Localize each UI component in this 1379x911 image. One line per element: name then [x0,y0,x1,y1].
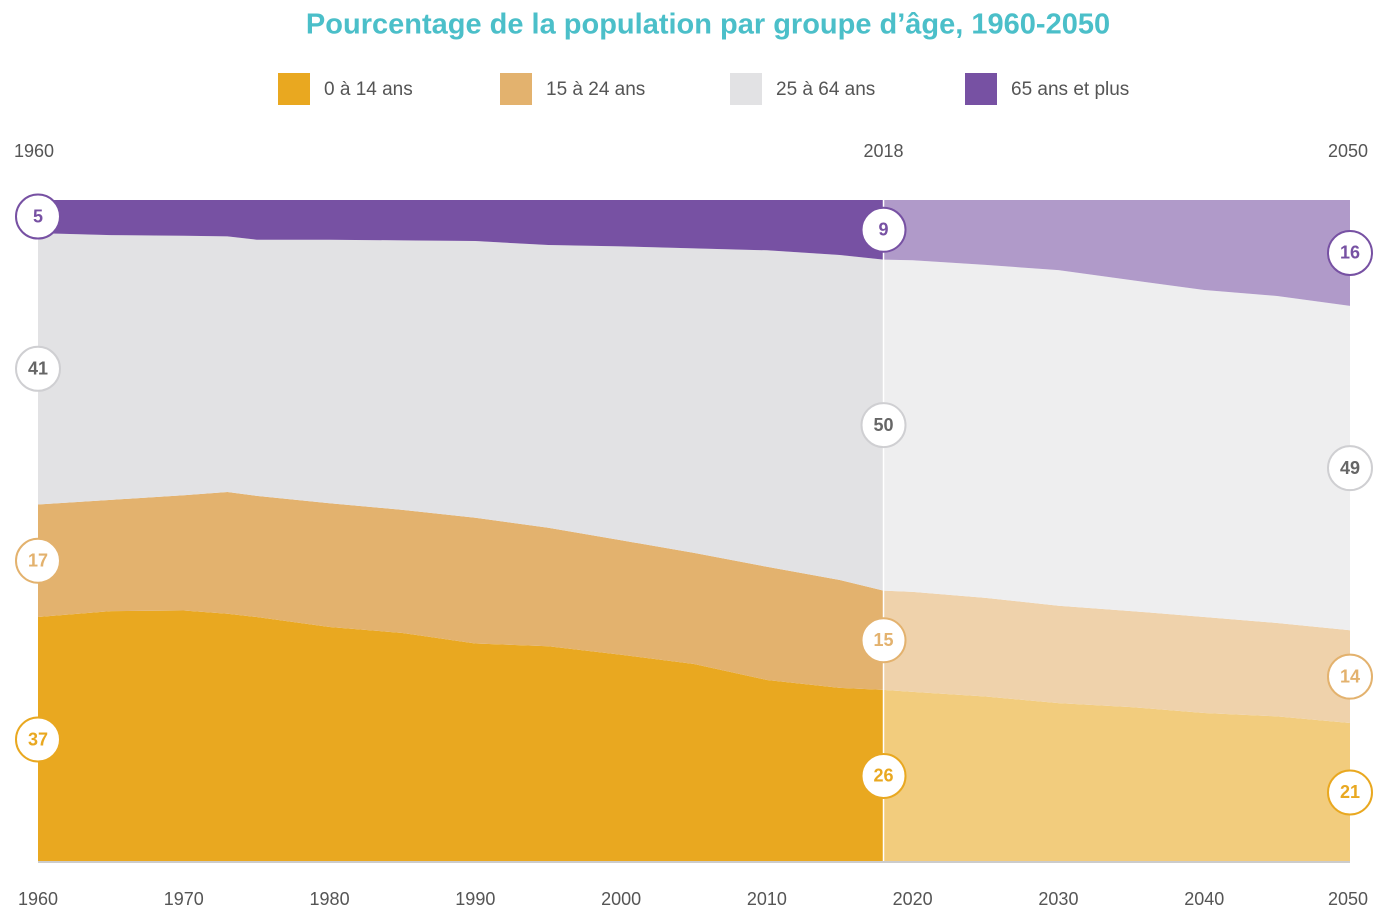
x-tick-label: 2020 [893,889,933,909]
value-label: 41 [28,359,48,379]
value-label: 17 [28,551,48,571]
x-tick-label: 2040 [1184,889,1224,909]
legend-label: 65 ans et plus [1011,79,1129,100]
legend-label: 25 à 64 ans [776,79,875,100]
value-badge [15,345,61,392]
value-label: 14 [1340,666,1360,686]
area [38,233,1350,631]
value-label: 9 [879,220,889,240]
marker-label: 2050 [1328,141,1368,161]
value-badge [860,752,907,799]
legend-swatch [730,73,762,105]
value-label: 37 [28,729,48,749]
legend-swatch [278,73,310,105]
value-badge [1327,653,1373,700]
value-badge [860,402,907,449]
area [38,491,1350,723]
value-label: 5 [33,206,43,226]
x-tick-label: 1960 [18,889,58,909]
value-label: 15 [873,630,893,650]
x-tick-label: 1990 [455,889,495,909]
projection-overlay [883,198,1350,864]
value-label: 50 [873,415,893,435]
legend-swatch [965,73,997,105]
value-label: 49 [1340,458,1360,478]
x-tick-label: 2010 [747,889,787,909]
marker-label: 2018 [863,141,903,161]
x-tick-label: 2050 [1328,889,1368,909]
area [38,610,1350,862]
value-label: 16 [1340,243,1360,263]
legend-label: 0 à 14 ans [324,79,413,100]
value-badge [1327,229,1373,276]
legend-label: 15 à 24 ans [546,79,645,100]
value-badge [860,617,907,664]
value-badge [1327,769,1373,816]
value-badge [15,537,61,584]
x-tick-label: 1970 [164,889,204,909]
x-tick-label: 2030 [1038,889,1078,909]
value-label: 26 [873,766,893,786]
x-tick-label: 2000 [601,889,641,909]
value-badge [15,193,61,240]
x-tick-label: 1980 [310,889,350,909]
marker-label: 1960 [14,141,54,161]
value-badge [860,206,907,253]
legend-swatch [500,73,532,105]
value-label: 21 [1340,782,1360,802]
chart-title: Pourcentage de la population par groupe … [306,9,1110,41]
area [38,200,1350,306]
value-badge [1327,445,1373,492]
value-badge [15,716,61,763]
